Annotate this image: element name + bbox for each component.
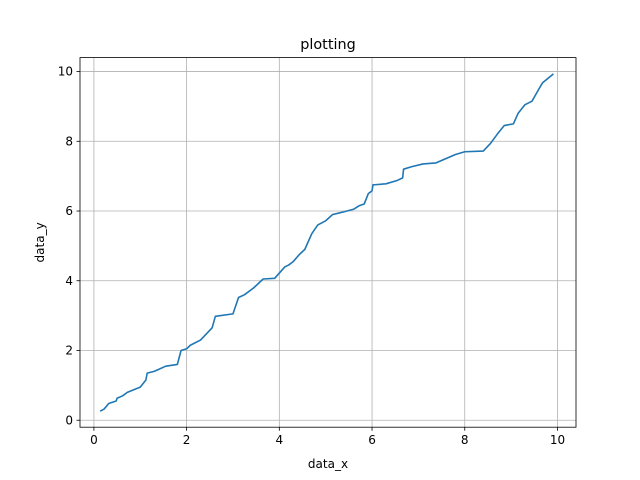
series-layer bbox=[99, 73, 554, 412]
y-tick-label: 0 bbox=[65, 413, 73, 427]
y-tick-label: 2 bbox=[65, 344, 73, 358]
x-axis-label: data_x bbox=[308, 457, 348, 471]
x-tick-label: 0 bbox=[90, 433, 98, 447]
y-tick-label: 4 bbox=[65, 274, 73, 288]
ticks: 0 2 4 6 8 10 0 2 4 6 8 10 bbox=[58, 65, 565, 447]
y-tick-label: 8 bbox=[65, 134, 73, 148]
y-tick-label: 6 bbox=[65, 204, 73, 218]
x-tick-label: 10 bbox=[550, 433, 565, 447]
grid bbox=[80, 57, 576, 428]
x-tick-label: 4 bbox=[276, 433, 284, 447]
x-tick-label: 2 bbox=[183, 433, 191, 447]
y-axis-label: data_y bbox=[33, 222, 47, 262]
plot-frame bbox=[79, 57, 577, 428]
x-tick-label: 8 bbox=[461, 433, 469, 447]
chart-title: plotting bbox=[300, 37, 355, 53]
x-tick-label: 6 bbox=[368, 433, 376, 447]
y-tick-label: 10 bbox=[58, 65, 73, 79]
series-line bbox=[99, 73, 554, 412]
